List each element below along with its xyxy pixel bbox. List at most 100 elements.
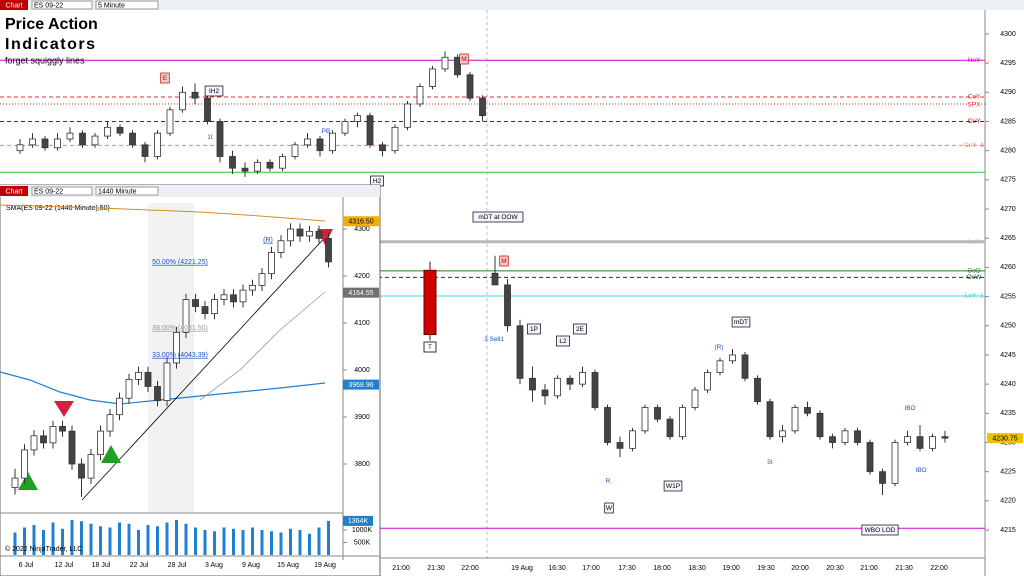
candle-body [79,132,86,146]
candle-body [554,377,561,397]
chart-button-label[interactable]: Chart [5,188,22,195]
candle-body [30,435,38,451]
candle-body [173,332,180,364]
volume-bar [251,527,254,555]
level-label: HoY [968,57,981,64]
volume-bar [99,526,102,555]
level-label: CoY [968,94,981,101]
annotation: mDT at OOW [478,214,518,221]
annotation-box [861,524,899,536]
y-tick-label: 4300 [354,226,370,233]
y-tick-label: 4275 [1000,177,1016,184]
interval-label[interactable]: 5 Minute [98,2,125,9]
y-tick-label: 3800 [354,461,370,468]
interval-label[interactable]: 1440 Minute [98,188,137,195]
candle-body [266,161,274,169]
y-tick-label: 4200 [354,273,370,280]
candle-body [866,442,874,473]
volume-bar [156,526,159,555]
candle-body [941,436,949,439]
x-tick-label: 18:00 [653,565,671,572]
candle-body [341,121,349,134]
annotation-box [556,335,570,347]
prior-bar-body [423,269,437,336]
interval-select[interactable] [95,0,159,10]
annotation: E [163,75,168,82]
volume-bar [146,525,150,555]
candle-body [329,132,336,152]
price-tag-label: 3968.96 [348,382,373,389]
prior-bar-label: T [428,345,432,351]
x-tick-label: 28 Jul [168,562,187,569]
candle-body [201,306,209,314]
instrument-label[interactable]: ES 09-22 [34,188,63,195]
annotation: W1P [666,483,680,490]
volume-bar [279,532,283,555]
chart-button[interactable] [0,0,28,10]
annotation-box [160,72,170,84]
instrument-select[interactable] [31,186,93,196]
annotation-box [204,85,224,97]
annotation: 38.00% (4081.50) [152,325,208,332]
candle-body [29,138,36,146]
candle-body [129,132,136,146]
candle-body [579,372,586,385]
y-tick-label: 4295 [1000,60,1016,67]
annotation: W [606,505,613,512]
volume-bar [108,527,112,555]
instrument-label[interactable]: ES 09-22 [34,2,63,9]
x-tick-label: 16:30 [548,565,566,572]
y-tick-label: 4265 [1000,235,1016,242]
x-tick-label: 22:00 [930,565,948,572]
volume-bar [270,531,273,555]
candle-body [106,414,114,432]
candle-body [929,436,936,449]
candle-body [816,412,824,438]
volume-bar [308,533,311,555]
interval-select[interactable] [95,186,159,196]
chart-button-label[interactable]: Chart [5,2,22,9]
candle-body [766,401,774,438]
candle-body [104,126,111,137]
candle-body [679,407,686,438]
candle-body [87,454,95,479]
y-tick-label: 4225 [1000,469,1016,476]
y-tick-label: 4215 [1000,527,1016,534]
annotation: M [461,56,466,63]
candle-body [54,138,61,149]
annotation: PB [322,128,331,135]
candle-body [296,228,304,237]
candle-body [416,86,424,105]
annotation-box [663,480,683,492]
label-box [423,341,437,353]
annotation-box [731,316,751,328]
volume-bar [80,521,83,555]
title-line: Indicators [5,36,96,53]
candle-body [791,407,799,432]
annotation: (R) [263,237,273,244]
chart-button[interactable] [0,186,28,196]
highlight-zone [148,203,194,512]
annotation: 33.00% (4043.39) [152,352,208,359]
candle-body [258,273,266,286]
x-tick-label: 21:30 [895,565,913,572]
volume-bar [42,530,45,555]
y-tick-label: 4220 [1000,498,1016,505]
candle-body [192,299,199,307]
price-tag-label: 4164.55 [348,290,373,297]
candle-body [291,144,299,157]
candle-body [616,442,624,449]
candle-body [325,237,332,263]
volume-bar [327,520,330,555]
instrument-select[interactable] [31,0,93,10]
y-tick-label: 3900 [354,414,370,421]
subtitle: forget squiggly lines [5,55,85,65]
candle-body [479,97,486,117]
candle-body [279,156,286,169]
buy-arrow [18,472,38,490]
candle-body [144,371,152,387]
candle-body [504,284,511,327]
y-tick-label: 4260 [1000,264,1016,271]
candle-body [566,377,574,385]
volume-bar [61,528,64,555]
